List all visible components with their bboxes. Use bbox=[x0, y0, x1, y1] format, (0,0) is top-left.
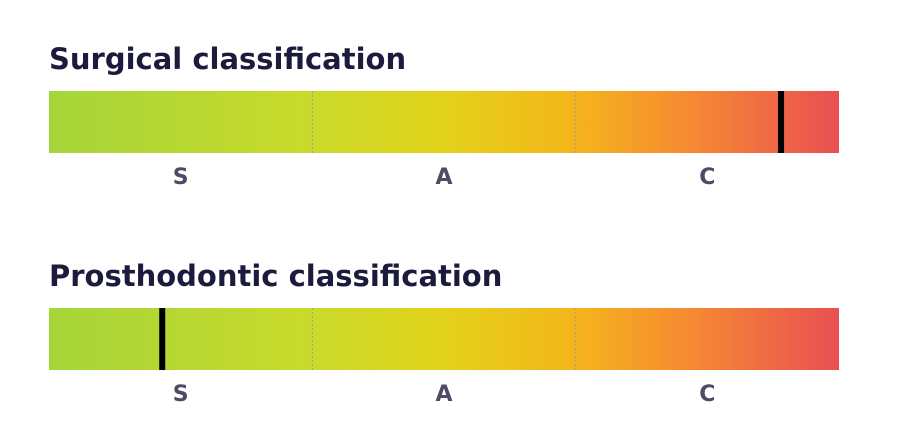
gauge-bar bbox=[49, 91, 839, 153]
category-label: C bbox=[699, 382, 715, 407]
marker bbox=[778, 91, 785, 153]
category-label: A bbox=[435, 165, 452, 190]
category-label: S bbox=[173, 165, 189, 190]
gauge-title: Surgical classification bbox=[49, 42, 406, 76]
gauge-bar bbox=[49, 308, 839, 370]
category-label: C bbox=[699, 165, 715, 190]
marker bbox=[159, 308, 166, 370]
category-label: S bbox=[173, 382, 189, 407]
gauge-title: Prosthodontic classification bbox=[49, 259, 502, 293]
category-label: A bbox=[435, 382, 452, 407]
